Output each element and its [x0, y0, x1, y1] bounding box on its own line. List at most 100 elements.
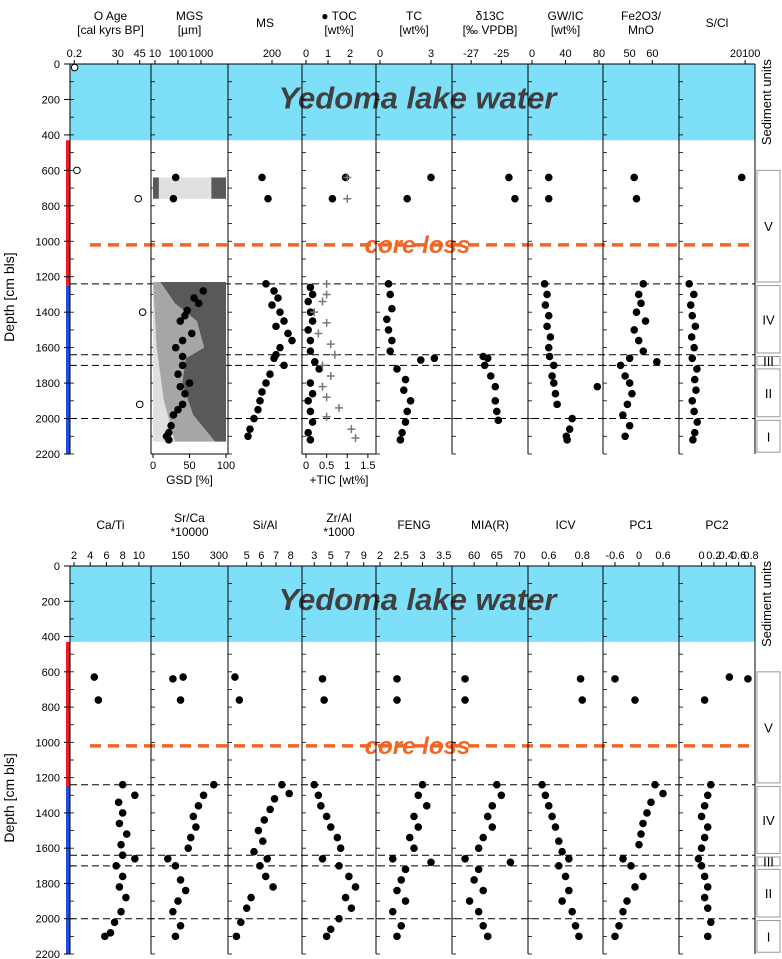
panel1-gwic-point: [544, 343, 553, 352]
panel1-age-point: [73, 166, 81, 175]
panel1-depth-tick-label: 0: [54, 59, 60, 71]
panel1-scl-point: [687, 333, 696, 341]
panel1-fe-title: Fe2O3/: [621, 9, 662, 23]
panel1-toc-tick-label: 1: [325, 48, 331, 60]
panel1-d13c-point: [491, 397, 500, 405]
panel2-srca-point: [176, 696, 185, 704]
panel2-depth-tick-label: 600: [42, 667, 60, 679]
panel2-mia-point: [479, 886, 488, 895]
panel1-gwic-title: [wt%]: [551, 23, 580, 37]
panel1-unit-box: [756, 419, 781, 453]
panel2-mia-point: [488, 802, 497, 810]
panel2-sial-point: [266, 805, 274, 814]
panel2-feng-point: [410, 844, 418, 852]
panel1-tc-point: [393, 365, 401, 373]
panel2-sial-point: [232, 932, 241, 941]
panel1-depth-tick-label: 1000: [36, 236, 60, 248]
panel1-fe-tick-label: 50: [624, 48, 636, 60]
panel1-tc-point: [384, 280, 393, 288]
panel2-feng-point: [401, 897, 410, 905]
panel2-zral-title: *1000: [323, 525, 355, 539]
panel1-fe-point: [637, 299, 645, 308]
panel2-zral-tick-label: 7: [344, 550, 350, 562]
panel2-zral-point: [345, 872, 353, 881]
panel1-mgs-point: [176, 382, 185, 391]
panel1-mgs-point: [178, 400, 187, 409]
panel2-feng-point: [393, 696, 401, 704]
panel1-fe-point: [641, 317, 650, 325]
panel1-unit-label-III: III: [763, 354, 774, 369]
panel2-pc2-point: [700, 872, 709, 881]
panel2-icv-point: [568, 907, 577, 916]
panel1-tc-point: [406, 397, 415, 405]
panel1-ms-point: [250, 414, 258, 423]
panel2-pc1-tick-label: 0: [636, 550, 642, 562]
tic-point: [310, 308, 319, 317]
panel2-cati-tick-label: 4: [87, 550, 93, 562]
panel2-unit-label-IV: IV: [762, 813, 775, 828]
panel1-fe-point: [630, 173, 639, 182]
panel1-ms-point: [268, 301, 276, 309]
panel2-mia-point: [461, 854, 469, 863]
panel2-feng-point: [418, 780, 427, 789]
panel1-ms-tick-label: 200: [263, 48, 281, 60]
panel1-fe-point: [634, 290, 643, 299]
panel2-sial-point: [259, 837, 267, 845]
panel1-scl-title: S/Cl: [706, 16, 729, 30]
panel2-feng-point: [422, 802, 431, 810]
panel2-zral-point: [318, 675, 327, 683]
panel2-pc2-tick-label: 0.4: [719, 550, 734, 562]
panel1-scl-point: [690, 343, 698, 352]
panel1-age-tick-label: 30: [112, 48, 124, 60]
panel1-scl-point: [688, 354, 697, 363]
panel2-zral-point: [326, 823, 335, 831]
panel2-cati-point: [118, 780, 127, 789]
panel2-icv-point: [541, 791, 550, 800]
panel1-ms-point: [276, 343, 284, 352]
panel1-units-title: Sediment units: [759, 59, 774, 145]
panel1-d13c-point: [494, 416, 503, 425]
tic-point: [343, 173, 352, 182]
panel1-tc-point: [398, 428, 406, 437]
panel2-pc2-point: [707, 918, 715, 927]
tic-point: [343, 194, 352, 203]
tic-point: [318, 382, 327, 391]
panel2-depth-tick-label: 400: [42, 632, 60, 644]
panel2-zral-point: [341, 893, 350, 902]
panel1-mgs-point: [174, 370, 182, 379]
panel2-icv-point: [544, 802, 553, 810]
panel2-mia-point: [493, 780, 501, 789]
panel2-zral-point: [310, 780, 319, 789]
panel2-sial-point: [285, 789, 294, 798]
panel2-depth-tick-label: 200: [42, 596, 60, 608]
panel1-scl-point: [690, 428, 699, 437]
gsd-tick-label: 100: [217, 460, 235, 472]
panel1-lake-band: [70, 64, 755, 141]
panel2-zral-point: [335, 914, 343, 923]
panel2-feng-point: [388, 907, 397, 916]
panel2-cati-tick-label: 8: [120, 550, 126, 562]
panel1-tc-point: [386, 290, 395, 299]
panel2-zral-point: [335, 862, 343, 870]
panel1-tc-point: [401, 418, 410, 426]
panel1-depth-tick-label: 1600: [36, 343, 60, 355]
panel2-feng-point: [427, 858, 435, 867]
panel1-d13c-title: δ13C: [476, 9, 505, 23]
panel2-cati-point: [106, 929, 115, 937]
panel2-pc2-point: [700, 802, 709, 810]
panel1-gwic-point: [549, 361, 558, 370]
panel2-unit-label-I: I: [767, 929, 771, 944]
panel2-sial-point: [261, 872, 270, 881]
panel2-pc2-point: [700, 696, 709, 704]
tic-point: [322, 318, 331, 327]
panel2-feng-point: [401, 865, 410, 874]
panel1-fe-point: [632, 308, 641, 316]
panel1-ms-point: [276, 308, 284, 316]
panel2-cati-point: [122, 830, 131, 838]
panel1-toc-point: [304, 428, 313, 437]
panel1-age-point: [70, 63, 79, 72]
panel2-zral-point: [314, 791, 323, 800]
panel2-icv-point: [565, 886, 573, 895]
panel1-gwic-title: GW/IC: [548, 9, 584, 23]
